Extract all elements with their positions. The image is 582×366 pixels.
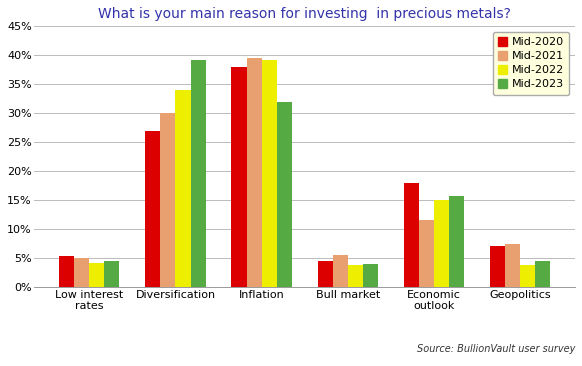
Bar: [449, 196, 464, 287]
Bar: [434, 200, 449, 287]
Bar: [363, 264, 378, 287]
Bar: [318, 261, 333, 287]
Bar: [333, 255, 348, 287]
Text: Source: BullionVault user survey: Source: BullionVault user survey: [417, 344, 575, 354]
Bar: [74, 258, 89, 287]
Bar: [232, 67, 247, 287]
Bar: [505, 244, 520, 287]
Bar: [490, 246, 505, 287]
Bar: [247, 58, 262, 287]
Bar: [104, 261, 119, 287]
Bar: [404, 183, 419, 287]
Bar: [419, 220, 434, 287]
Title: What is your main reason for investing  in precious metals?: What is your main reason for investing i…: [98, 7, 511, 21]
Bar: [161, 113, 175, 287]
Legend: Mid-2020, Mid-2021, Mid-2022, Mid-2023: Mid-2020, Mid-2021, Mid-2022, Mid-2023: [493, 32, 570, 95]
Bar: [262, 60, 277, 287]
Bar: [175, 90, 190, 287]
Bar: [89, 263, 104, 287]
Bar: [190, 60, 205, 287]
Bar: [535, 261, 551, 287]
Bar: [277, 102, 292, 287]
Bar: [348, 265, 363, 287]
Bar: [520, 265, 535, 287]
Bar: [146, 131, 161, 287]
Bar: [59, 256, 74, 287]
